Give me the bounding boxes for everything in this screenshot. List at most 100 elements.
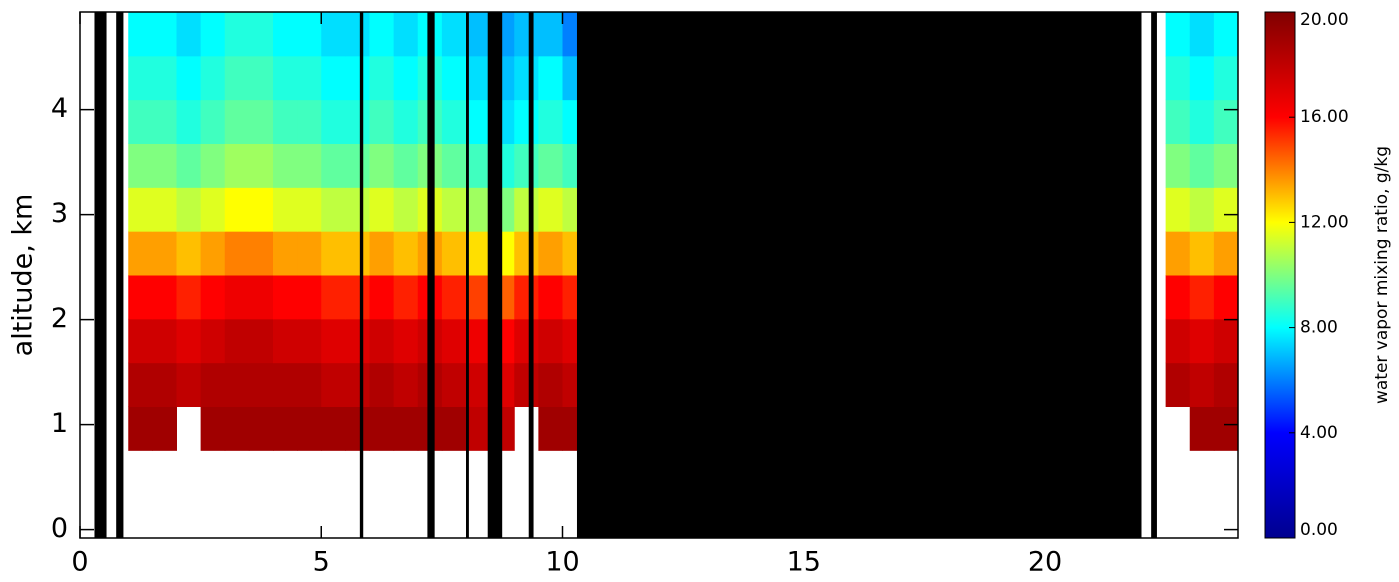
heatmap-cell: [441, 275, 467, 320]
heatmap-cell: [321, 12, 346, 57]
x-tick-label: 15: [787, 547, 821, 578]
y-axis-label: altitude, km: [8, 194, 39, 357]
colorbar-tick-label: 16.00: [1300, 107, 1349, 127]
heatmap-cell: [369, 12, 395, 57]
heatmap-cell: [200, 318, 226, 364]
heatmap-cell: [369, 143, 395, 188]
heatmap-cell: [297, 406, 322, 451]
colorbar: [1264, 11, 1296, 539]
heatmap-cell: [128, 12, 153, 57]
heatmap-cell: [1189, 187, 1215, 232]
heatmap-cell: [345, 275, 370, 320]
heatmap-cell: [393, 362, 419, 407]
heatmap-cell: [248, 275, 274, 320]
heatmap-cell: [1165, 55, 1191, 101]
heatmap-cell: [514, 143, 539, 188]
heatmap-cell: [441, 406, 467, 451]
heatmap-cell: [514, 231, 539, 276]
heatmap-cell: [297, 187, 322, 232]
heatmap-cell: [224, 362, 250, 407]
heatmap-cell: [369, 231, 395, 276]
y-tick-label: 3: [51, 198, 68, 229]
heatmap-cell: [200, 275, 226, 320]
heatmap-cell: [1165, 143, 1191, 188]
heatmap-cell: [321, 143, 346, 188]
heatmap-cell: [248, 318, 274, 364]
heatmap-cell: [128, 406, 153, 451]
heatmap-cell: [441, 12, 467, 57]
heatmap-cell: [224, 318, 250, 364]
heatmap-cell: [297, 362, 322, 407]
heatmap-cell: [466, 275, 491, 320]
heatmap-cell: [200, 99, 226, 144]
heatmap-cell: [466, 99, 491, 144]
masked-band: [1151, 12, 1157, 538]
heatmap-cell: [1213, 143, 1239, 188]
heatmap-cell: [176, 55, 202, 101]
heatmap-cell: [128, 318, 153, 364]
heatmap-cell: [297, 231, 322, 276]
heatmap-cell: [1189, 231, 1215, 276]
masked-band: [359, 12, 364, 538]
y-tick-label: 1: [51, 408, 68, 439]
heatmap-cell: [321, 275, 346, 320]
heatmap-cell: [273, 12, 298, 57]
heatmap-cell: [441, 231, 467, 276]
heatmap-cell: [1165, 275, 1191, 320]
heatmap-cell: [538, 318, 563, 364]
heatmap-cell: [369, 187, 395, 232]
heatmap-cell: [224, 231, 250, 276]
heatmap-cell: [248, 99, 274, 144]
x-tick-label: 10: [545, 547, 579, 578]
masked-band: [528, 12, 534, 538]
heatmap-cell: [200, 406, 226, 451]
heatmap-cell: [152, 406, 177, 451]
heatmap-cell: [1213, 12, 1239, 57]
heatmap-cell: [321, 55, 346, 101]
heatmap-cell: [466, 231, 491, 276]
heatmap-cell: [393, 231, 419, 276]
heatmap-cell: [1213, 406, 1239, 451]
x-tick-label: 0: [71, 547, 88, 578]
heatmap-cell: [393, 143, 419, 188]
heatmap-cell: [152, 55, 177, 101]
heatmap-cell: [128, 143, 153, 188]
masked-band: [116, 12, 124, 538]
heatmap-cell: [345, 12, 370, 57]
heatmap-cell: [1189, 143, 1215, 188]
heatmap-cell: [273, 143, 298, 188]
plot-frame: [79, 11, 1239, 539]
heatmap-cell: [466, 12, 491, 57]
heatmap-cell: [1165, 318, 1191, 364]
heatmap-cell: [441, 143, 467, 188]
heatmap-cell: [538, 231, 563, 276]
heatmap-cell: [128, 187, 153, 232]
heatmap-cell: [538, 187, 563, 232]
heatmap-cell: [369, 362, 395, 407]
heatmap-cell: [538, 362, 563, 407]
heatmap-cell: [297, 143, 322, 188]
heatmap-cell: [1189, 318, 1215, 364]
heatmap-cell: [1189, 275, 1215, 320]
heatmap-cell: [514, 55, 539, 101]
colorbar-tick-label: 0.00: [1300, 520, 1338, 540]
heatmap-cell: [345, 55, 370, 101]
heatmap-cell: [224, 275, 250, 320]
heatmap-cell: [1213, 362, 1239, 407]
heatmap-cell: [321, 231, 346, 276]
heatmap-cell: [152, 12, 177, 57]
heatmap-cell: [369, 406, 395, 451]
heatmap-cell: [273, 362, 298, 407]
heatmap-cell: [297, 12, 322, 57]
heatmap-cell: [273, 187, 298, 232]
heatmap-cell: [1189, 55, 1215, 101]
masked-band: [576, 12, 1142, 538]
heatmap-cell: [152, 99, 177, 144]
heatmap-cell: [321, 187, 346, 232]
heatmap-cell: [514, 99, 539, 144]
heatmap-cell: [176, 362, 202, 407]
heatmap-cell: [200, 231, 226, 276]
heatmap-cell: [224, 99, 250, 144]
heatmap-cell: [224, 187, 250, 232]
heatmap-cell: [393, 406, 419, 451]
